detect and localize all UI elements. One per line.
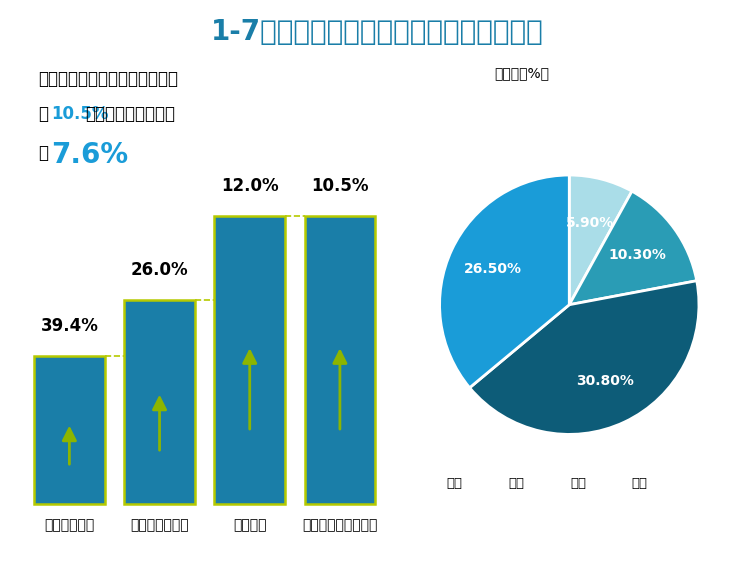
Text: 10.30%: 10.30% [608, 248, 667, 263]
Text: 批发: 批发 [446, 477, 462, 490]
Bar [124, 300, 195, 504]
Wedge shape [569, 191, 697, 305]
Text: 住宿: 住宿 [570, 477, 586, 490]
Wedge shape [569, 175, 632, 305]
Text: ，快于全部规上服务: ，快于全部规上服务 [85, 105, 175, 124]
Text: 长: 长 [38, 105, 48, 124]
Text: 26.50%: 26.50% [464, 262, 522, 276]
Text: 信息服务: 信息服务 [233, 519, 266, 533]
Text: 1-7月高技术服务业及社会消费品增长情况: 1-7月高技术服务业及社会消费品增长情况 [210, 18, 544, 46]
Text: 高技术服务业（总）: 高技术服务业（总） [302, 519, 378, 533]
Text: 12.0%: 12.0% [221, 176, 278, 195]
Wedge shape [440, 175, 569, 388]
Text: 餐饮: 餐饮 [632, 477, 648, 490]
Bar [214, 216, 285, 504]
Text: 零售: 零售 [508, 477, 524, 490]
Text: 10.5%: 10.5% [311, 176, 369, 195]
Text: 业: 业 [38, 144, 48, 162]
Text: 电子商务服务: 电子商务服务 [44, 519, 94, 533]
Text: 26.0%: 26.0% [130, 261, 188, 279]
Text: 30.80%: 30.80% [576, 374, 634, 388]
Text: 7.6%: 7.6% [51, 141, 128, 169]
Text: 39.4%: 39.4% [41, 317, 98, 335]
Text: 增长比（%）: 增长比（%） [494, 66, 549, 80]
Text: 10.5%: 10.5% [51, 105, 109, 124]
Wedge shape [470, 281, 699, 434]
Text: 5.90%: 5.90% [566, 216, 615, 230]
Bar [34, 356, 105, 504]
Bar [305, 216, 375, 504]
Text: 研发与设计服务: 研发与设计服务 [130, 519, 188, 533]
Text: 高技术服务业上半年营业收入增: 高技术服务业上半年营业收入增 [38, 70, 178, 88]
